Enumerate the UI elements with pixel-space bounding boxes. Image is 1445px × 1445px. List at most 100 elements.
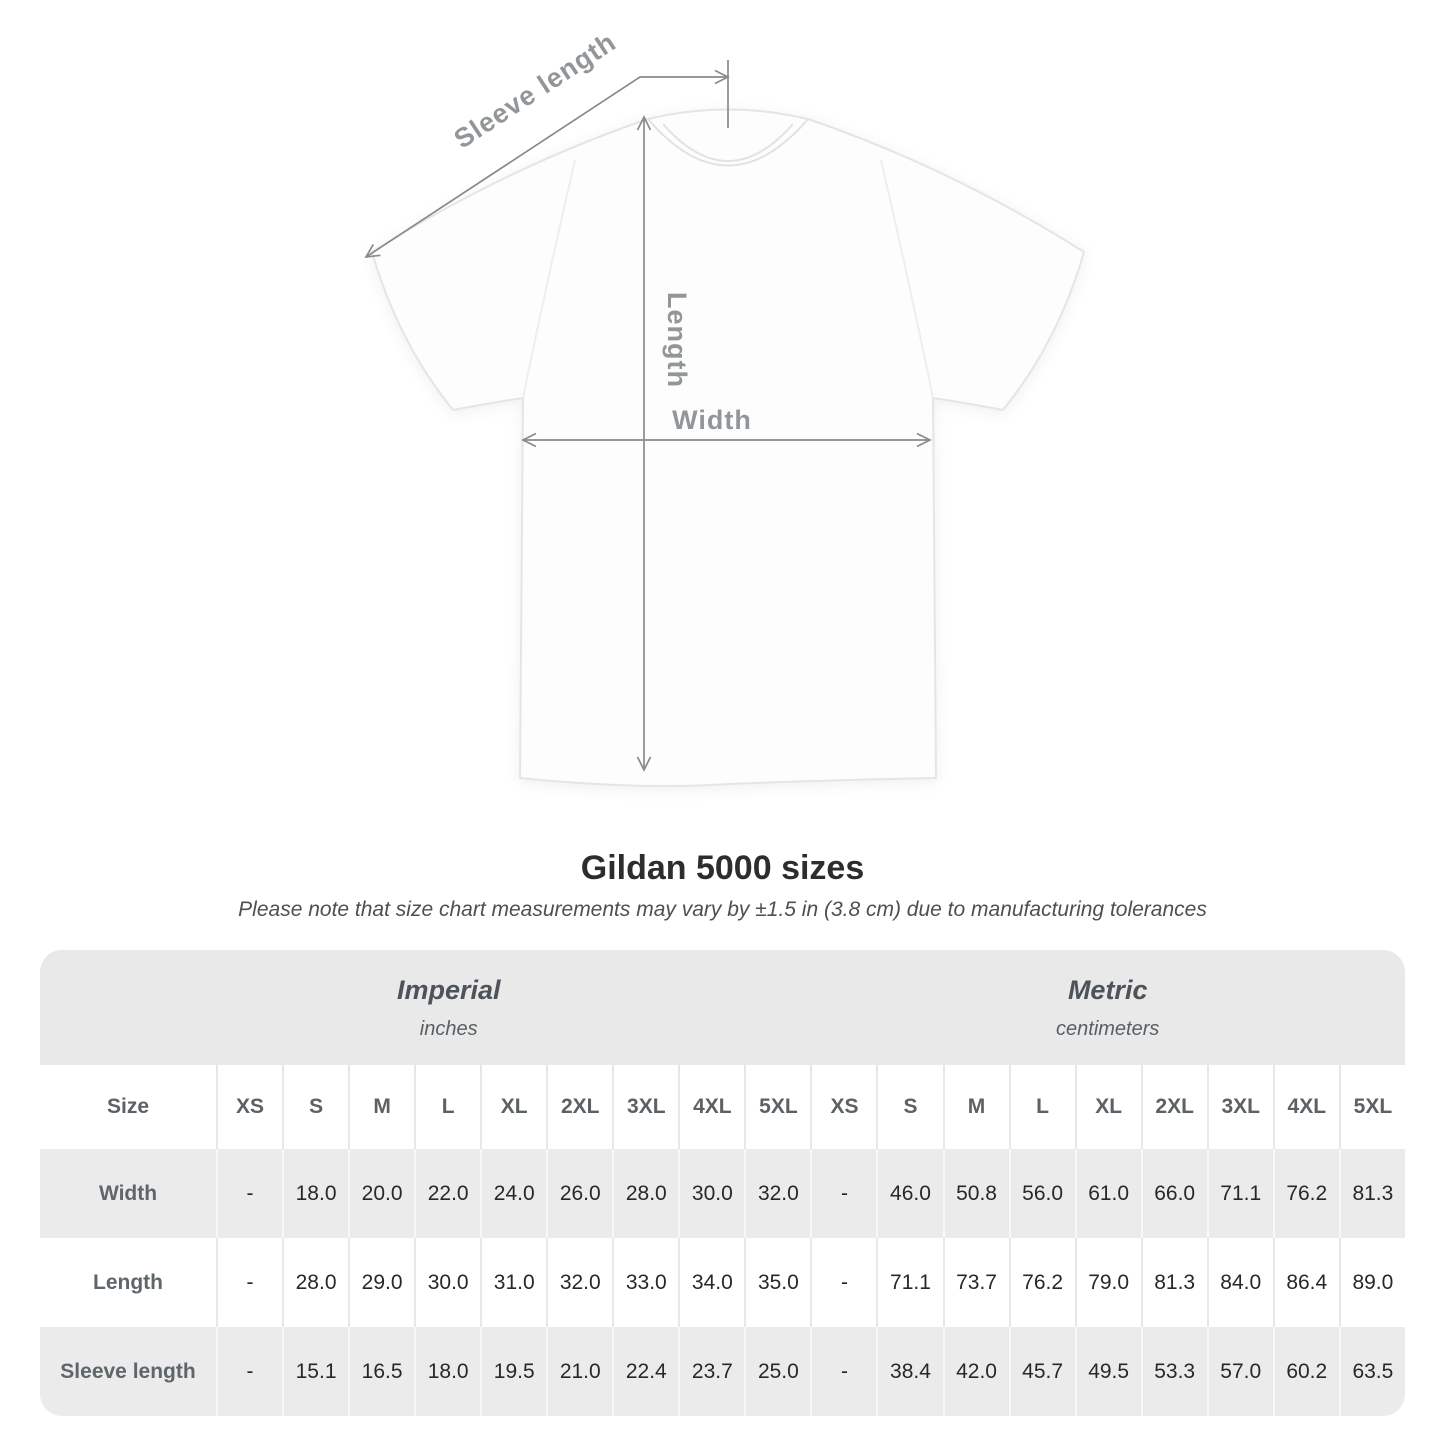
length-value-cell: 79.0 (1074, 1238, 1141, 1327)
width-value-cell: - (216, 1149, 283, 1238)
tshirt-measurement-diagram: Sleeve length Length Width (361, 27, 1086, 787)
sleeve-length-label: Sleeve length (449, 27, 622, 155)
tolerance-note: Please note that size chart measurements… (238, 898, 1207, 921)
size-column-header: XL (1074, 1065, 1141, 1149)
imperial-title: Imperial (396, 974, 501, 1005)
sleeve-length-value-cell: 25.0 (744, 1327, 811, 1416)
metric-unit: centimeters (1056, 1017, 1160, 1040)
length-value-cell: 89.0 (1338, 1238, 1405, 1327)
length-value-cell: 29.0 (348, 1238, 415, 1327)
size-table: Imperial inches Metric centimeters Size … (40, 950, 1405, 1416)
length-value-cell: 35.0 (744, 1238, 811, 1327)
row-label-length: Length (40, 1238, 216, 1327)
sleeve-length-value-cell: 21.0 (546, 1327, 613, 1416)
right-sleeve-seam (880, 159, 934, 399)
width-value-cell: - (810, 1149, 877, 1238)
size-column-header: 2XL (1140, 1065, 1207, 1149)
tshirt-illustration (370, 108, 1086, 787)
length-value-cell: 33.0 (612, 1238, 679, 1327)
width-value-cell: 18.0 (282, 1149, 349, 1238)
length-value-cell: 71.1 (876, 1238, 943, 1327)
size-column-header: L (414, 1065, 481, 1149)
length-value-cell: 84.0 (1206, 1238, 1273, 1327)
metric-title: Metric (1067, 974, 1148, 1005)
width-value-cell: 26.0 (546, 1149, 613, 1238)
width-value-cell: 76.2 (1272, 1149, 1339, 1238)
width-dimension: Width (522, 405, 931, 448)
length-value-cell: 34.0 (678, 1238, 745, 1327)
length-value-cell: 86.4 (1272, 1238, 1339, 1327)
length-value-cell: 31.0 (480, 1238, 547, 1327)
tshirt-body (370, 108, 1086, 787)
sleeve-length-value-cell: 15.1 (282, 1327, 349, 1416)
size-column-header: 4XL (1272, 1065, 1339, 1149)
page-title: Gildan 5000 sizes (580, 849, 865, 887)
length-value-cell: - (216, 1238, 283, 1327)
size-column-header: 5XL (1338, 1065, 1405, 1149)
length-row: Length -28.0 29.0 30.0 31.0 32.0 33.0 34.0 35.0… (40, 1238, 1405, 1327)
sleeve-length-value-cell: 60.2 (1272, 1327, 1339, 1416)
sleeve-length-value-cell: 38.4 (876, 1327, 943, 1416)
unit-band-row: Imperial inches Metric centimeters (40, 950, 1405, 1065)
sleeve-length-row: Sleeve length -15.1 16.5 18.0 19.5 21.0 22.4 2… (40, 1327, 1405, 1416)
collar-inner-line (662, 123, 794, 162)
width-label: Width (672, 405, 752, 435)
length-value-cell: 28.0 (282, 1238, 349, 1327)
width-value-cell: 30.0 (678, 1149, 745, 1238)
width-value-cell: 22.0 (414, 1149, 481, 1238)
size-column-header: S (282, 1065, 349, 1149)
sleeve-length-value-cell: - (810, 1327, 877, 1416)
metric-section-header: Metric centimeters (810, 950, 1405, 1065)
sleeve-length-value-cell: 19.5 (480, 1327, 547, 1416)
sleeve-length-value-cell: 63.5 (1338, 1327, 1405, 1416)
sleeve-length-value-cell: 42.0 (942, 1327, 1009, 1416)
size-column-header: 3XL (612, 1065, 679, 1149)
width-value-cell: 50.8 (942, 1149, 1009, 1238)
width-value-cell: 81.3 (1338, 1149, 1405, 1238)
width-value-cell: 20.0 (348, 1149, 415, 1238)
width-value-cell: 32.0 (744, 1149, 811, 1238)
sleeve-length-value-cell: 18.0 (414, 1327, 481, 1416)
size-table-container: Imperial inches Metric centimeters Size … (40, 950, 1405, 1416)
sleeve-length-value-cell: 45.7 (1008, 1327, 1075, 1416)
size-column-header: M (348, 1065, 415, 1149)
size-column-header: XS (216, 1065, 283, 1149)
sleeve-length-value-cell: 57.0 (1206, 1327, 1273, 1416)
width-value-cell: 28.0 (612, 1149, 679, 1238)
left-sleeve-seam (522, 159, 576, 399)
width-value-cell: 24.0 (480, 1149, 547, 1238)
length-value-cell: 30.0 (414, 1238, 481, 1327)
sleeve-length-value-cell: 16.5 (348, 1327, 415, 1416)
size-header-row: Size XS S M L XL 2XL 3XL 4XL 5XL XS S M L XL 2XL 3XL 4XL… (40, 1065, 1405, 1149)
sleeve-length-value-cell: - (216, 1327, 283, 1416)
length-value-cell: 32.0 (546, 1238, 613, 1327)
width-value-cell: 56.0 (1008, 1149, 1075, 1238)
length-value-cell: 81.3 (1140, 1238, 1207, 1327)
size-column-header: 5XL (744, 1065, 811, 1149)
row-label-sleeve-length: Sleeve length (40, 1327, 216, 1416)
width-value-cell: 66.0 (1140, 1149, 1207, 1238)
sleeve-length-value-cell: 23.7 (678, 1327, 745, 1416)
size-column-header: XS (810, 1065, 877, 1149)
size-column-header: 4XL (678, 1065, 745, 1149)
imperial-unit: inches (419, 1017, 478, 1040)
length-dimension: Length (636, 116, 692, 771)
width-value-cell: 61.0 (1074, 1149, 1141, 1238)
length-value-cell: - (810, 1238, 877, 1327)
sleeve-length-value-cell: 49.5 (1074, 1327, 1141, 1416)
row-label-width: Width (40, 1149, 216, 1238)
size-column-header: S (876, 1065, 943, 1149)
width-row: Width -18.0 20.0 22.0 24.0 26.0 28.0 30.0 32.0-… (40, 1149, 1405, 1238)
width-value-cell: 46.0 (876, 1149, 943, 1238)
width-value-cell: 71.1 (1206, 1149, 1273, 1238)
size-column-header: 2XL (546, 1065, 613, 1149)
size-column-header: L (1008, 1065, 1075, 1149)
imperial-section-header: Imperial inches (40, 950, 811, 1065)
size-column-header: 3XL (1206, 1065, 1273, 1149)
length-value-cell: 76.2 (1008, 1238, 1075, 1327)
sleeve-length-arrow (365, 76, 728, 258)
sleeve-length-value-cell: 53.3 (1140, 1327, 1207, 1416)
size-column-header: XL (480, 1065, 547, 1149)
length-label: Length (662, 292, 692, 388)
